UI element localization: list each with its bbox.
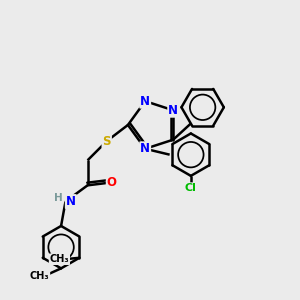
Text: CH₃: CH₃ (50, 254, 69, 264)
Text: H: H (54, 193, 62, 203)
Text: N: N (140, 95, 150, 108)
Text: N: N (66, 195, 76, 208)
Text: N: N (140, 142, 150, 155)
Text: CH₃: CH₃ (30, 271, 50, 281)
Text: S: S (103, 135, 111, 148)
Text: N: N (168, 104, 178, 117)
Text: O: O (107, 176, 117, 189)
Text: Cl: Cl (185, 183, 197, 193)
